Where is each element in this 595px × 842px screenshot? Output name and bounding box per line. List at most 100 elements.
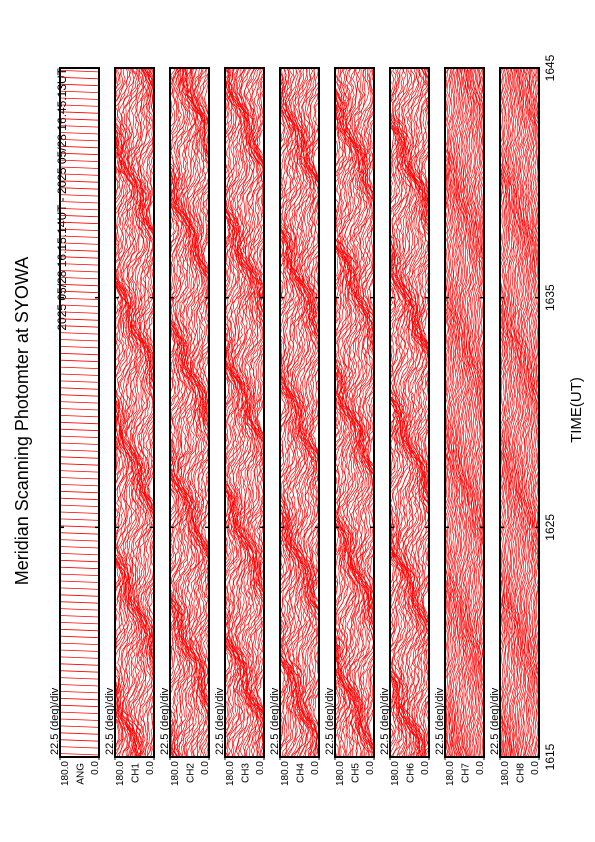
scan-line xyxy=(60,304,99,307)
trace xyxy=(121,68,140,757)
scan-line xyxy=(60,166,99,169)
scan-line xyxy=(60,732,99,735)
scan-line xyxy=(60,421,99,425)
trace xyxy=(305,68,319,757)
scan-line xyxy=(60,152,99,156)
y-tick-label: 0.0 xyxy=(145,761,156,775)
trace xyxy=(286,68,305,757)
trace xyxy=(396,68,415,757)
scan-line xyxy=(60,449,99,452)
scan-line xyxy=(60,546,99,549)
trace xyxy=(253,68,264,757)
trace xyxy=(197,68,209,757)
traces xyxy=(60,70,99,756)
y-tick-label: 0.0 xyxy=(365,761,376,775)
trace xyxy=(126,68,146,757)
trace xyxy=(280,68,295,757)
trace xyxy=(513,68,523,757)
scale-label: 22.5 (deg)/div xyxy=(49,687,61,755)
scan-line xyxy=(60,373,99,376)
channel-label: CH8 xyxy=(516,763,527,783)
trace xyxy=(364,68,374,757)
trace xyxy=(335,68,345,757)
channel-label: CH5 xyxy=(351,763,362,783)
scan-line xyxy=(60,263,99,266)
y-tick-label: 0.0 xyxy=(530,761,541,775)
trace xyxy=(403,68,422,757)
trace xyxy=(390,68,403,757)
trace xyxy=(189,68,207,757)
scale-label: 22.5 (deg)/div xyxy=(159,687,171,755)
trace xyxy=(500,68,507,757)
scan-line xyxy=(60,504,99,507)
trace xyxy=(454,68,464,757)
panel-frame xyxy=(169,67,210,758)
scan-line xyxy=(60,725,99,728)
trace xyxy=(390,68,395,757)
trace xyxy=(280,68,290,757)
chart-title: Meridian Scanning Photomter at SYOWA xyxy=(12,257,32,585)
traces xyxy=(170,68,209,757)
scan-line xyxy=(60,325,99,328)
trace xyxy=(202,68,209,757)
trace xyxy=(345,68,364,757)
trace xyxy=(170,68,187,757)
trace xyxy=(231,68,250,757)
trace xyxy=(516,68,526,757)
trace xyxy=(391,68,411,757)
scan-line xyxy=(60,622,99,625)
y-tick-label: 180.0 xyxy=(335,761,346,786)
trace xyxy=(507,68,518,757)
trace xyxy=(251,68,264,757)
y-tick-label: 180.0 xyxy=(115,761,126,786)
trace xyxy=(170,68,184,757)
scan-line xyxy=(60,442,99,445)
trace xyxy=(124,68,143,757)
scan-line xyxy=(60,249,99,252)
trace xyxy=(390,68,409,757)
trace xyxy=(523,68,533,757)
trace xyxy=(173,68,192,757)
trace xyxy=(469,68,479,757)
scan-line xyxy=(60,83,99,87)
scan-line xyxy=(60,490,99,494)
scan-line xyxy=(60,277,99,280)
trace xyxy=(506,68,516,757)
trace xyxy=(139,68,154,757)
scan-line xyxy=(60,628,99,632)
trace xyxy=(367,68,374,757)
scan-line xyxy=(60,739,99,742)
trace xyxy=(337,68,357,757)
scan-line xyxy=(60,497,99,501)
trace xyxy=(239,68,258,757)
scan-line xyxy=(60,201,99,204)
scan-line xyxy=(60,208,99,211)
trace xyxy=(461,68,471,757)
scan-line xyxy=(60,601,99,604)
scan-line xyxy=(60,173,99,176)
scan-line xyxy=(60,228,99,231)
trace xyxy=(257,68,264,757)
scan-line xyxy=(60,125,99,128)
trace xyxy=(335,68,342,757)
scan-line xyxy=(60,352,99,356)
scan-line xyxy=(60,359,99,363)
traces xyxy=(115,68,154,757)
trace xyxy=(255,68,264,757)
trace xyxy=(525,68,536,757)
scan-line xyxy=(60,649,99,652)
chart-subtitle: 2025 05/28 16:15:14UT - 2025 05/28 16:45… xyxy=(55,67,69,330)
trace xyxy=(465,68,475,757)
trace xyxy=(452,68,463,757)
x-tick-label: 1615 xyxy=(543,743,557,770)
trace xyxy=(309,68,319,757)
trace xyxy=(500,68,504,757)
scan-line xyxy=(60,635,99,639)
scan-line xyxy=(60,132,99,135)
scan-line xyxy=(60,456,99,459)
trace xyxy=(501,68,511,757)
trace xyxy=(236,68,255,757)
trace xyxy=(520,68,530,757)
scan-line xyxy=(60,573,99,576)
